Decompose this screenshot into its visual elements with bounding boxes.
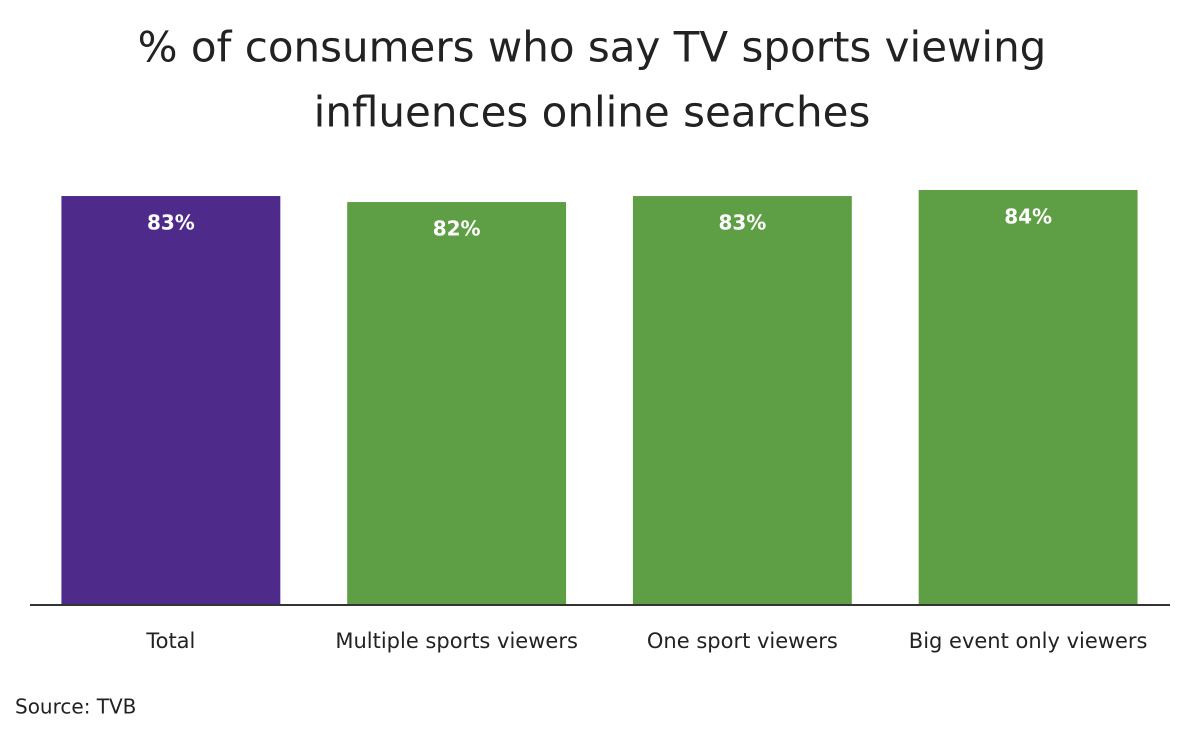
bar xyxy=(918,190,1138,605)
x-tick-label: One sport viewers xyxy=(647,629,838,653)
value-label: 83% xyxy=(147,211,195,235)
value-label: 84% xyxy=(1004,205,1052,229)
source: Source: TVB xyxy=(15,695,136,719)
bar xyxy=(632,196,852,605)
chart-title: % of consumers who say TV sports viewing xyxy=(138,23,1047,72)
bar xyxy=(347,202,567,606)
chart-title: influences online searches xyxy=(314,88,871,137)
value-label: 83% xyxy=(718,211,766,235)
value-label: 82% xyxy=(433,217,481,241)
x-tick-label: Total xyxy=(145,629,195,653)
x-tick-label: Big event only viewers xyxy=(909,629,1148,653)
bar xyxy=(61,196,281,605)
x-tick-label: Multiple sports viewers xyxy=(335,629,578,653)
